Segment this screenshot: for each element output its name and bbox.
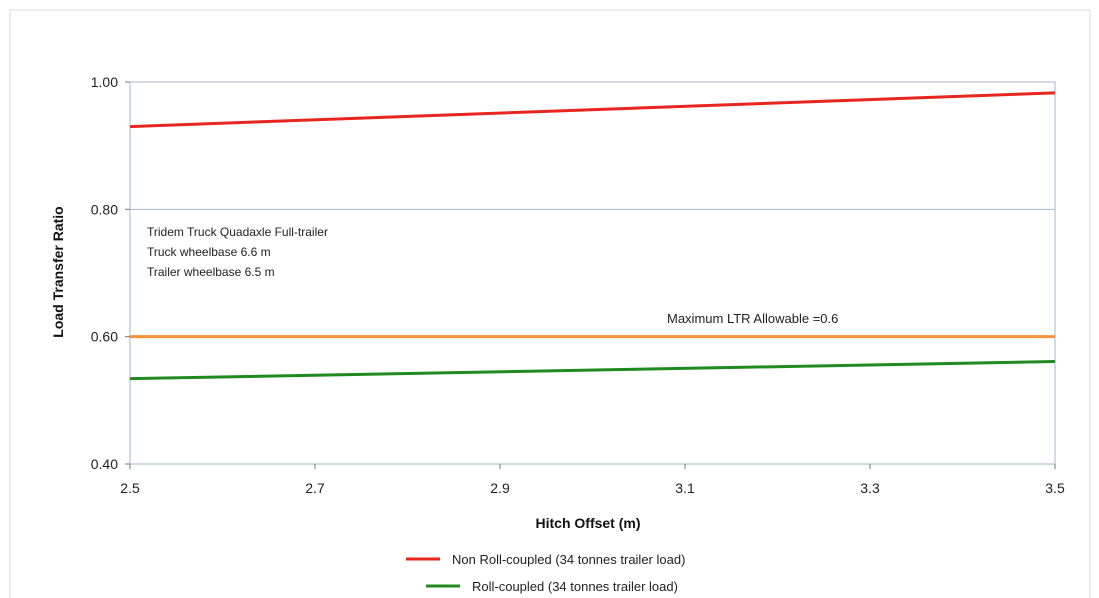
y-axis-ticks: 0.40 0.60 0.80 1.00 <box>91 74 130 472</box>
y-tick-label: 0.40 <box>91 456 118 472</box>
x-axis-ticks: 2.5 2.7 2.9 3.1 3.3 3.5 <box>120 464 1065 496</box>
x-tick-label: 2.5 <box>120 480 140 496</box>
chart-border <box>9 9 1091 598</box>
y-tick-label: 1.00 <box>91 74 118 90</box>
series-lines <box>129 91 1056 381</box>
y-tick-label: 0.80 <box>91 201 118 217</box>
annotation-line-1: Tridem Truck Quadaxle Full-trailer <box>147 225 328 239</box>
x-tick-label: 2.7 <box>305 480 325 496</box>
series-line-non-roll-coupled <box>129 91 1056 129</box>
x-tick-label: 3.3 <box>860 480 880 496</box>
x-tick-label: 3.1 <box>675 480 695 496</box>
y-axis-label: Load Transfer Ratio <box>50 206 66 337</box>
threshold-label: Maximum LTR Allowable =0.6 <box>667 311 838 326</box>
legend: Non Roll-coupled (34 tonnes trailer load… <box>406 552 685 594</box>
series-line-roll-coupled <box>129 359 1056 381</box>
x-axis-label: Hitch Offset (m) <box>536 515 641 531</box>
plot-area <box>129 81 1056 465</box>
annotation-line-3: Trailer wheelbase 6.5 m <box>147 265 275 279</box>
legend-label-non-roll-coupled: Non Roll-coupled (34 tonnes trailer load… <box>452 552 685 567</box>
y-tick-label: 0.60 <box>91 329 118 345</box>
x-tick-label: 2.9 <box>490 480 510 496</box>
annotation-line-2: Truck wheelbase 6.6 m <box>147 245 271 259</box>
legend-label-roll-coupled: Roll-coupled (34 tonnes trailer load) <box>472 579 678 594</box>
x-tick-label: 3.5 <box>1045 480 1065 496</box>
